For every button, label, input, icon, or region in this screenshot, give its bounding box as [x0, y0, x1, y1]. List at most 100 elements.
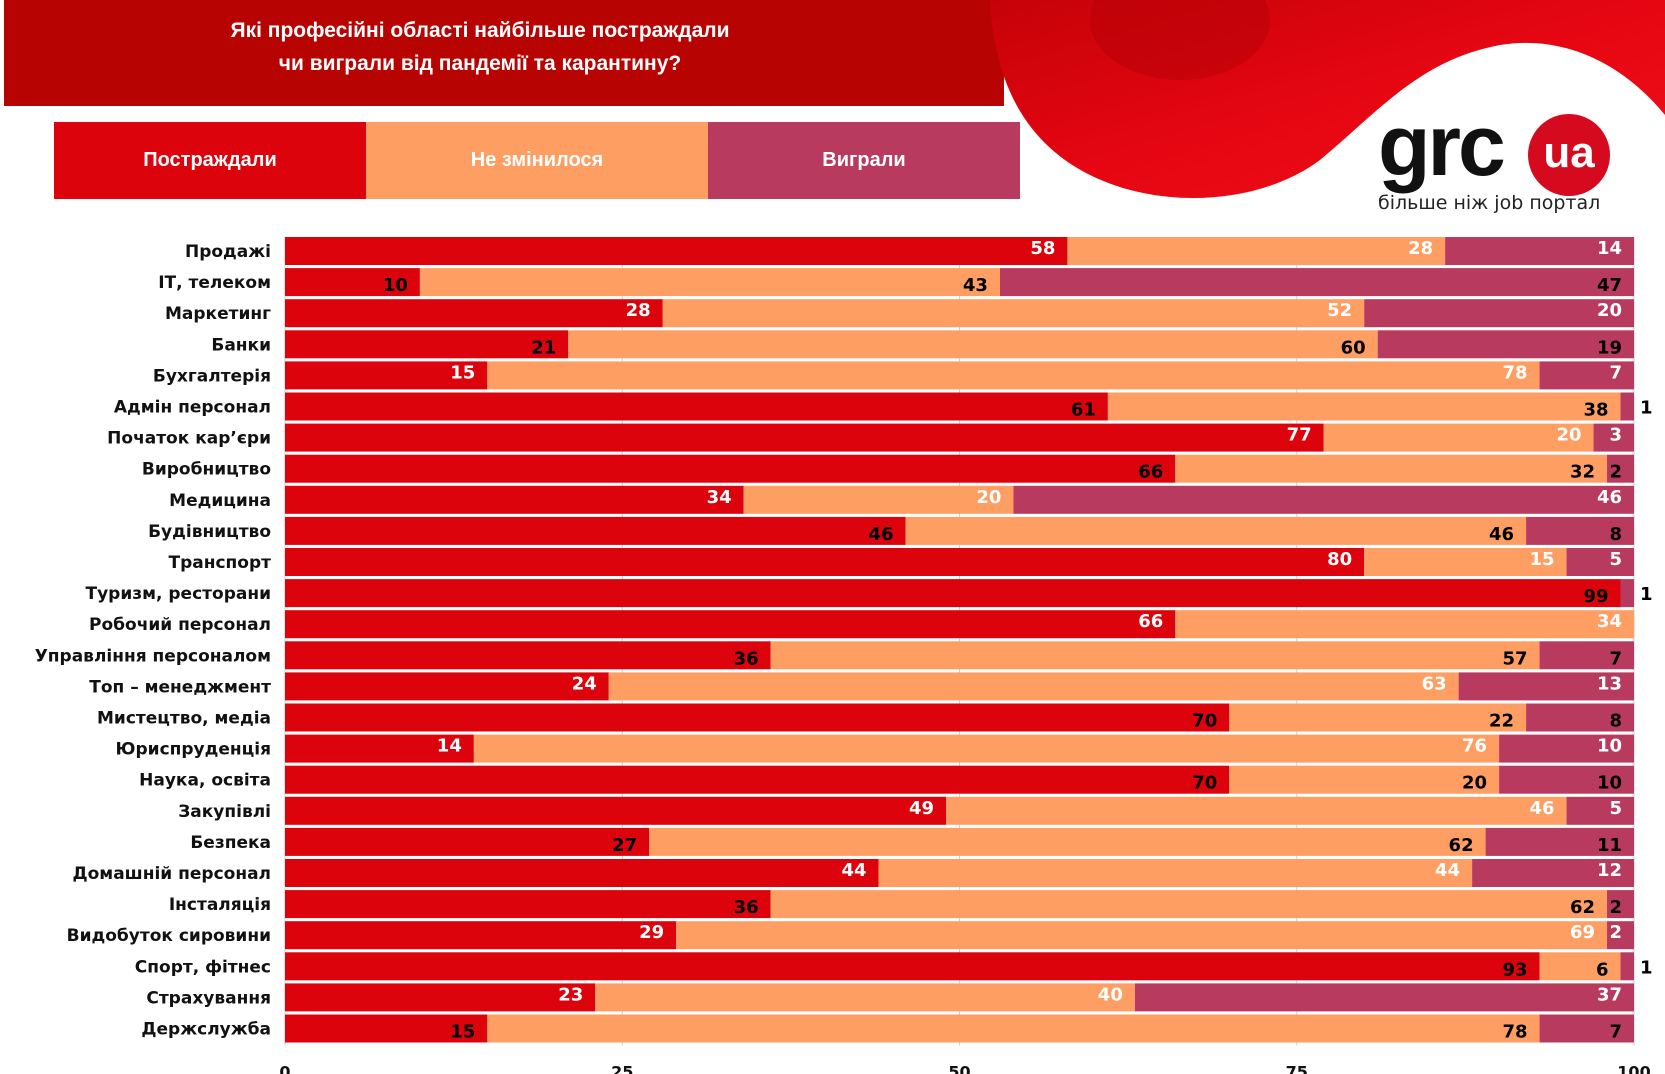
bar-segment: [1620, 579, 1634, 608]
data-label: 2: [1609, 462, 1622, 483]
data-label: 46: [1529, 798, 1554, 819]
data-label: 5: [1609, 798, 1622, 819]
bar-segment: [1620, 952, 1634, 981]
data-label: 69: [1570, 922, 1595, 943]
data-label: 99: [1583, 586, 1608, 607]
data-label: 36: [734, 648, 759, 669]
data-label: 7: [1609, 362, 1622, 383]
bar-segment: [1229, 703, 1527, 732]
bar-segment: [662, 299, 1365, 328]
bar-segment: [285, 392, 1108, 421]
category-label: Робочий персонал: [89, 615, 271, 635]
x-tick-label: 25: [611, 1063, 633, 1074]
bar-segment: [770, 890, 1608, 919]
data-label: 13: [1597, 673, 1622, 694]
data-label: 8: [1609, 524, 1622, 545]
bar-segment: [905, 516, 1527, 545]
category-label: Страхування: [146, 988, 271, 1008]
bar-segment: [1566, 548, 1634, 576]
bar-segment: [419, 268, 1000, 297]
bar-segment: [1539, 1014, 1634, 1043]
category-label: ІТ, телеком: [158, 273, 271, 293]
category-label: Інсталяція: [169, 895, 271, 915]
bar-segment: [285, 827, 650, 856]
data-label: 7: [1609, 648, 1622, 669]
bar-segment: [487, 361, 1540, 390]
category-label: Будівництво: [148, 522, 271, 542]
category-label: Держслужба: [141, 1020, 271, 1040]
bar-segment: [285, 299, 663, 328]
bar-segment: [487, 1014, 1540, 1043]
bar-segment: [568, 330, 1378, 359]
grc-logo: grc ua більше ніж job портал: [1378, 98, 1618, 224]
data-label: 66: [1138, 462, 1163, 483]
data-label: 15: [1529, 549, 1554, 570]
bar-segment: [285, 548, 1365, 576]
category-label: Юриспруденція: [116, 740, 271, 760]
legend-label: Постраждали: [143, 149, 277, 171]
bar-segment: [1472, 859, 1634, 887]
bar-segment: [285, 641, 771, 670]
data-label: 20: [1462, 773, 1487, 794]
data-label: 93: [1503, 959, 1528, 980]
bar-segment: [285, 1014, 488, 1043]
data-label: 10: [1597, 773, 1622, 794]
bar-segment: [1607, 454, 1634, 483]
data-label: 28: [1408, 238, 1433, 259]
data-label: 15: [450, 362, 475, 383]
data-label: 80: [1327, 549, 1352, 570]
data-label: 11: [1597, 835, 1622, 856]
data-label: 37: [1597, 984, 1622, 1005]
data-label: 34: [1597, 611, 1622, 632]
category-label: Топ – менеджмент: [89, 677, 271, 697]
bar-segment: [285, 734, 474, 763]
bar-segment: [285, 672, 609, 701]
data-label: 29: [639, 922, 664, 943]
data-label: 46: [868, 524, 893, 545]
data-label: 10: [383, 275, 408, 296]
data-label: 1: [1640, 957, 1653, 978]
legend-label: Не змінилося: [470, 149, 604, 171]
bar-segment: [285, 703, 1230, 732]
bar-segment: [946, 796, 1567, 825]
data-label: 27: [612, 835, 637, 856]
data-label: 3: [1609, 425, 1622, 446]
data-label: 70: [1192, 711, 1217, 732]
chart-title: Які професійні області найбільше постраж…: [0, 14, 960, 80]
data-label: 77: [1287, 425, 1312, 446]
data-label: 7: [1609, 1022, 1622, 1043]
category-label: Спорт, фітнес: [135, 957, 271, 977]
data-label: 62: [1449, 835, 1474, 856]
wave-highlight: [1090, 0, 1270, 80]
category-label: Наука, освіта: [139, 771, 271, 791]
x-tick-label: 75: [1286, 1063, 1308, 1074]
category-label: Туризм, ресторани: [85, 584, 271, 604]
bar-segment: [1526, 516, 1634, 545]
title-line-2: чи виграли від пандемії та карантину?: [278, 52, 682, 75]
category-label: Банки: [211, 335, 271, 355]
data-label: 14: [1597, 238, 1622, 259]
data-label: 8: [1609, 711, 1622, 732]
bar-segment: [1566, 796, 1634, 825]
data-label: 44: [1435, 860, 1460, 881]
bar-segment: [1013, 485, 1634, 514]
data-label: 46: [1597, 487, 1622, 508]
legend-item-unchanged: Не змінилося: [366, 122, 708, 199]
data-label: 49: [909, 798, 934, 819]
category-label: Закупівлі: [178, 802, 271, 822]
data-label: 43: [963, 275, 988, 296]
bar-segment: [285, 952, 1540, 981]
data-label: 10: [1597, 736, 1622, 757]
logo-tagline: більше ніж job портал: [1378, 192, 1601, 214]
data-label: 15: [450, 1022, 475, 1043]
category-label: Виробництво: [142, 460, 271, 480]
data-label: 52: [1327, 300, 1352, 321]
bar-segment: [1458, 672, 1634, 701]
bar-segment: [285, 485, 744, 514]
data-label: 57: [1503, 648, 1528, 669]
legend-label: Виграли: [822, 149, 906, 171]
data-label: 78: [1503, 362, 1528, 383]
data-label: 19: [1597, 337, 1622, 358]
logo-wordmark: grc: [1378, 98, 1506, 194]
data-label: 5: [1609, 549, 1622, 570]
